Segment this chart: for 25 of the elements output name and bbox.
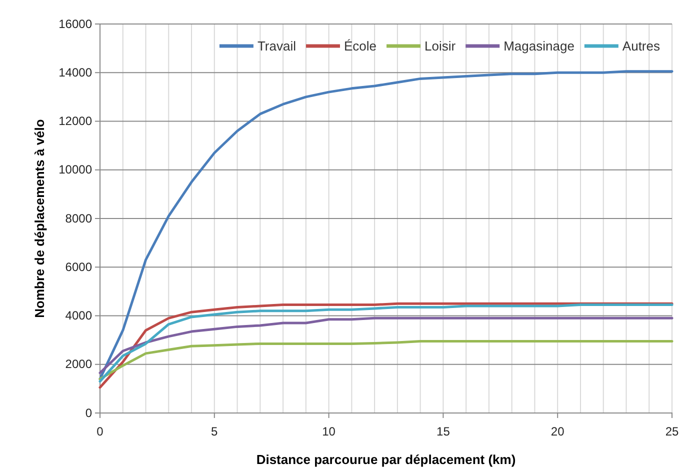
y-tick-label: 0 [85,406,92,420]
y-tick-label: 6000 [65,260,92,274]
x-tick-label: 0 [96,424,104,438]
y-tick-label: 16000 [58,16,92,31]
y-tick-label: 14000 [58,65,92,80]
line-series [98,70,674,380]
y-tick-label: 2000 [65,357,92,372]
legend-label: Travail [257,38,296,54]
y-tick-label: 10000 [58,162,92,177]
x-tick-label: 25 [665,424,679,438]
y-axis-title: Nombre de déplacements à vélo [32,119,47,318]
legend-label: Autres [622,38,660,54]
y-tick-label: 12000 [58,114,92,128]
x-tick-label: 15 [436,424,450,438]
line-series [98,340,674,380]
y-tick-label: 4000 [65,308,92,323]
legend-label: École [344,38,377,54]
x-tick-label: 5 [211,424,218,438]
line-series [98,316,674,374]
x-tick-label: 10 [322,424,336,438]
legend-label: Magasinage [504,38,574,54]
y-tick-label: 8000 [65,211,92,226]
x-tick-label: 20 [550,424,565,438]
x-axis-title: Distance parcourue par déplacement (km) [256,452,516,467]
legend-label: Loisir [424,38,456,54]
